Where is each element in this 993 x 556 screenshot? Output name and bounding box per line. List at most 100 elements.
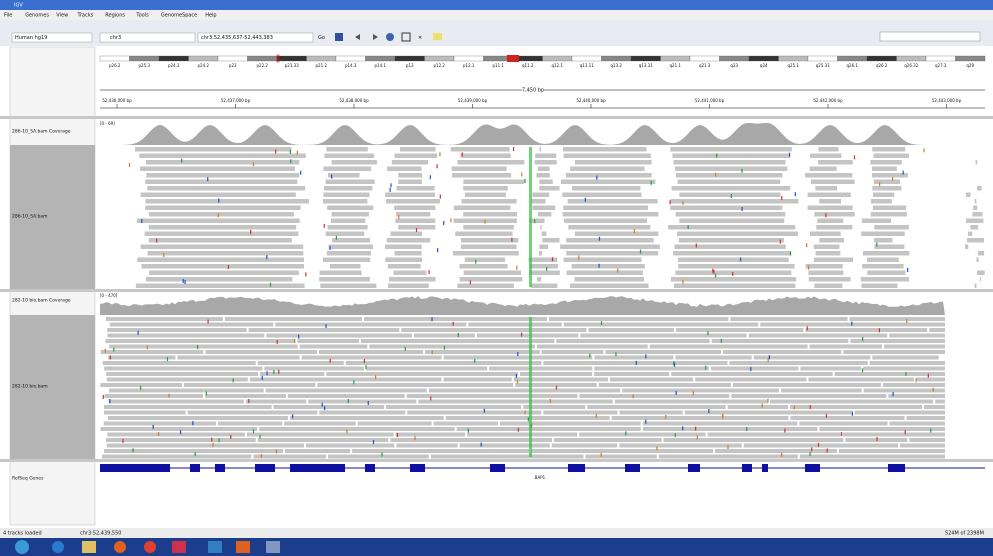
read	[575, 232, 659, 237]
menu-item[interactable]: File	[4, 13, 12, 19]
mismatch	[468, 429, 469, 433]
read	[326, 372, 518, 376]
read	[874, 180, 900, 185]
mismatch	[300, 171, 301, 175]
chromosome: chr3	[110, 35, 121, 41]
mismatch	[364, 359, 365, 363]
mismatch	[811, 447, 812, 451]
mismatch	[892, 177, 893, 181]
read	[615, 400, 768, 404]
read	[650, 345, 808, 349]
cyto-band	[100, 56, 130, 61]
menu-item[interactable]: View	[56, 13, 68, 19]
read	[935, 400, 945, 404]
read	[364, 317, 547, 321]
mismatch	[780, 240, 781, 244]
read	[418, 400, 612, 404]
read	[535, 154, 556, 159]
mismatch	[368, 401, 369, 405]
read	[306, 444, 394, 448]
read	[148, 251, 304, 256]
read	[605, 350, 721, 354]
read	[149, 238, 292, 243]
read	[414, 334, 475, 338]
cyto-label: q12.1	[552, 63, 564, 68]
read	[819, 427, 945, 431]
mismatch	[876, 437, 877, 441]
read	[461, 154, 511, 159]
go-button[interactable]: Go	[318, 35, 325, 41]
cyto-label: q21.3	[699, 63, 711, 68]
read	[386, 199, 440, 204]
mismatch	[353, 380, 354, 384]
read	[266, 389, 427, 393]
mismatch	[750, 367, 751, 371]
read	[675, 271, 791, 276]
read	[109, 345, 297, 349]
mismatch	[250, 230, 251, 234]
read	[100, 427, 257, 431]
mismatch	[453, 322, 454, 326]
mismatch	[715, 173, 716, 177]
read	[398, 173, 422, 178]
read	[749, 334, 887, 338]
cyto-band	[366, 56, 396, 61]
menu-item[interactable]: Genomes	[25, 13, 49, 19]
track-name[interactable]: 282-10 bio.bam	[12, 384, 48, 390]
mismatch	[180, 430, 181, 434]
read	[178, 356, 300, 360]
mismatch	[275, 149, 276, 153]
read	[385, 193, 435, 198]
track-name[interactable]: 286-10_SA.bam Coverage	[12, 129, 71, 135]
read	[542, 232, 547, 237]
mismatch	[781, 453, 782, 457]
read	[672, 154, 790, 159]
read	[467, 433, 577, 437]
mismatch	[432, 350, 433, 354]
menu-item[interactable]: Regions	[105, 13, 125, 19]
mismatch	[697, 435, 698, 439]
track-name[interactable]: RefSeq Genes	[12, 476, 44, 482]
menu-item[interactable]: Tracks	[77, 13, 94, 19]
mismatch	[810, 405, 811, 409]
status-tracks: 4 tracks loaded	[3, 531, 42, 537]
read	[104, 411, 186, 415]
read	[393, 271, 426, 276]
mismatch	[458, 333, 459, 337]
read	[145, 199, 308, 204]
read	[329, 245, 373, 250]
read	[861, 232, 905, 237]
read	[320, 284, 376, 289]
menu-item[interactable]: Help	[205, 13, 216, 19]
mismatch	[416, 228, 417, 232]
read	[863, 251, 909, 256]
mismatch	[212, 443, 213, 447]
read	[568, 199, 658, 204]
read	[871, 199, 892, 204]
read	[463, 180, 524, 185]
read	[184, 383, 315, 387]
exon	[490, 464, 505, 472]
read	[320, 271, 362, 276]
mismatch	[818, 443, 819, 447]
mismatch	[322, 403, 323, 407]
menu-item[interactable]: Tools	[135, 13, 149, 19]
cyto-band	[956, 56, 986, 61]
cyto-band	[749, 56, 779, 61]
menu-item[interactable]: GenomeSpace	[161, 13, 197, 19]
cyto-band	[867, 56, 897, 61]
cyto-label: q13.31	[639, 63, 653, 68]
mismatch	[129, 163, 130, 167]
mismatch	[397, 433, 398, 437]
mismatch	[795, 192, 796, 196]
read	[888, 394, 945, 398]
cyto-band	[189, 56, 219, 61]
mismatch	[153, 425, 154, 429]
track-name[interactable]: 282-10 bio.bam Coverage	[12, 298, 71, 304]
read	[563, 206, 648, 211]
read	[870, 160, 902, 165]
track-name[interactable]: 286-10_SA.bam	[12, 214, 48, 220]
read	[850, 317, 945, 321]
mismatch	[262, 376, 263, 380]
cyto-label: q26.32	[904, 63, 918, 68]
